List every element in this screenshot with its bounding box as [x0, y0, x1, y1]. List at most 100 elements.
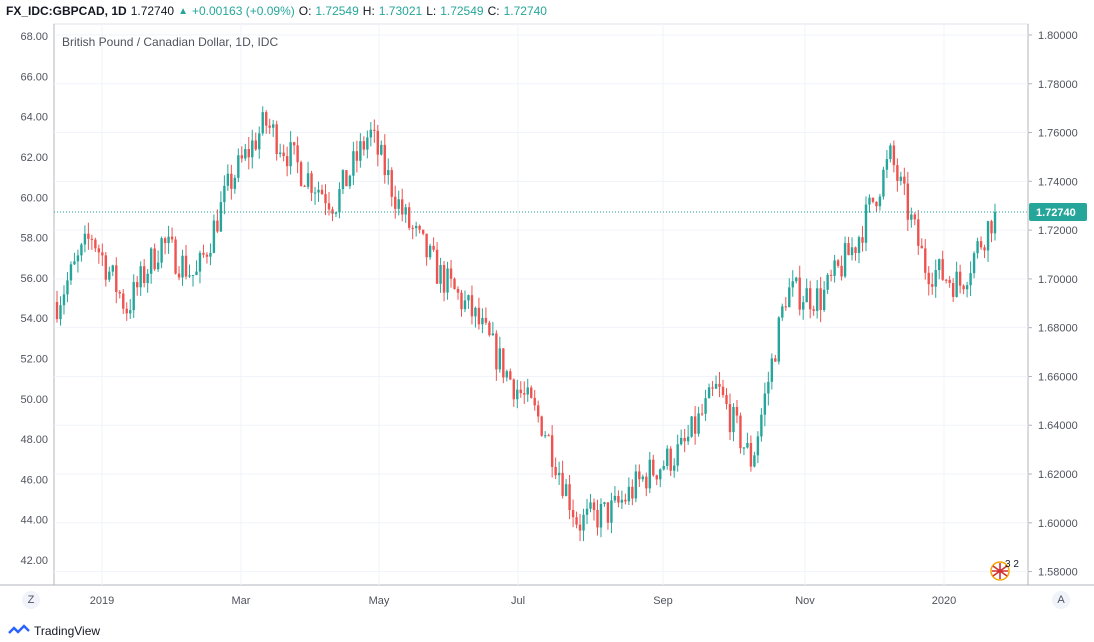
- candle-body: [439, 265, 442, 284]
- candle-body: [463, 300, 467, 310]
- candle-body: [910, 214, 913, 220]
- candle-body: [882, 169, 885, 197]
- candle-body: [575, 517, 578, 525]
- right-axis[interactable]: 1.80000 1.78000 1.76000 1.74000 1.72000 1.700…: [1028, 30, 1078, 579]
- candle-body: [871, 197, 875, 202]
- candle-body: [983, 247, 986, 251]
- candle-body: [163, 238, 167, 244]
- candle-body: [711, 387, 714, 389]
- candle-body: [435, 249, 439, 284]
- candle-body: [446, 268, 449, 293]
- candle-body: [118, 291, 121, 294]
- candle-body: [275, 124, 278, 154]
- candle-body: [962, 285, 965, 290]
- left-tick-label: 68.00: [20, 31, 48, 43]
- candle-body: [278, 152, 282, 154]
- candle-body: [815, 288, 819, 311]
- candle-body: [704, 398, 707, 414]
- candle-body: [896, 165, 899, 181]
- candle-body: [355, 151, 359, 161]
- left-tick-label: 58.00: [20, 233, 48, 245]
- candle-body: [805, 288, 808, 303]
- candle-body: [875, 201, 878, 207]
- candle-body: [421, 229, 425, 234]
- candle-body: [620, 499, 624, 503]
- candle-body: [97, 248, 101, 253]
- candle-body: [641, 476, 645, 480]
- x-tick-label: Sep: [653, 595, 673, 607]
- candle-body: [690, 416, 693, 437]
- candle-body: [456, 289, 460, 293]
- candle-body: [955, 271, 958, 297]
- close-label: C:: [487, 4, 500, 18]
- candle-body: [146, 273, 149, 284]
- candle-body: [819, 288, 822, 310]
- open-value: 1.72549: [315, 4, 359, 18]
- candle-body: [226, 173, 230, 186]
- candle-body: [348, 175, 352, 187]
- left-tick-label: 44.00: [20, 515, 48, 527]
- candle-body: [90, 238, 94, 240]
- candle-body: [931, 284, 934, 287]
- candle-body: [191, 275, 195, 277]
- candle-body: [167, 236, 170, 244]
- candle-body: [847, 243, 850, 256]
- candle-body: [979, 241, 983, 248]
- right-tick-label: 1.76000: [1038, 128, 1078, 140]
- candle-body: [292, 142, 296, 146]
- candle-body: [327, 203, 331, 210]
- left-tick-label: 66.00: [20, 71, 48, 83]
- candle-body: [568, 484, 571, 511]
- right-tick-label: 1.62000: [1038, 469, 1078, 481]
- candle-body: [202, 252, 205, 255]
- candle-body: [331, 209, 334, 214]
- candle-body: [652, 459, 655, 476]
- candle-body: [251, 140, 254, 158]
- x-tick-label: Mar: [232, 595, 251, 607]
- candle-body: [767, 381, 770, 394]
- left-tick-label: 46.00: [20, 474, 48, 486]
- right-tick-label: 1.66000: [1038, 371, 1078, 383]
- zoom-reset-button[interactable]: Z: [22, 591, 40, 609]
- candle-body: [662, 465, 665, 470]
- candle-body: [414, 225, 418, 229]
- candle-body: [153, 248, 156, 270]
- symbol-label[interactable]: FX_IDC:GBPCAD, 1D: [6, 4, 127, 18]
- candle-body: [843, 243, 847, 277]
- candle-body: [195, 271, 198, 276]
- candle-body: [401, 199, 404, 215]
- candle-body: [669, 448, 672, 471]
- candle-body: [258, 133, 261, 150]
- flag-badge[interactable]: 3 2: [990, 559, 1019, 581]
- candle-body: [634, 471, 638, 499]
- candle-body: [352, 151, 355, 176]
- candle-body: [184, 255, 188, 277]
- candle-body: [383, 144, 386, 176]
- candle-body: [990, 221, 993, 234]
- candle-body: [519, 389, 522, 394]
- low-value: 1.72549: [440, 4, 484, 18]
- time-axis[interactable]: 2019 Mar May Jul Sep Nov 2020: [90, 595, 956, 607]
- candle-body: [104, 255, 108, 280]
- candle-body: [833, 260, 836, 276]
- right-tick-label: 1.58000: [1038, 567, 1078, 579]
- candle-body: [697, 413, 700, 434]
- left-tick-label: 56.00: [20, 273, 48, 285]
- candle-body: [174, 239, 177, 274]
- candle-body: [366, 137, 369, 150]
- candle-body: [798, 277, 801, 310]
- tradingview-logo-icon: [8, 624, 30, 634]
- candle-body: [924, 248, 927, 273]
- candle-body: [170, 236, 174, 240]
- candle-body: [944, 279, 948, 281]
- last-price-tag: 1.72740: [1029, 203, 1087, 222]
- candle-body: [753, 455, 756, 467]
- auto-scale-button[interactable]: A: [1052, 591, 1070, 609]
- candle-body: [840, 265, 843, 277]
- candle-body: [394, 196, 397, 209]
- footer-brand[interactable]: TradingView: [8, 622, 100, 640]
- candle-body: [362, 141, 366, 150]
- candle-body: [404, 207, 407, 215]
- candle-body: [742, 447, 746, 449]
